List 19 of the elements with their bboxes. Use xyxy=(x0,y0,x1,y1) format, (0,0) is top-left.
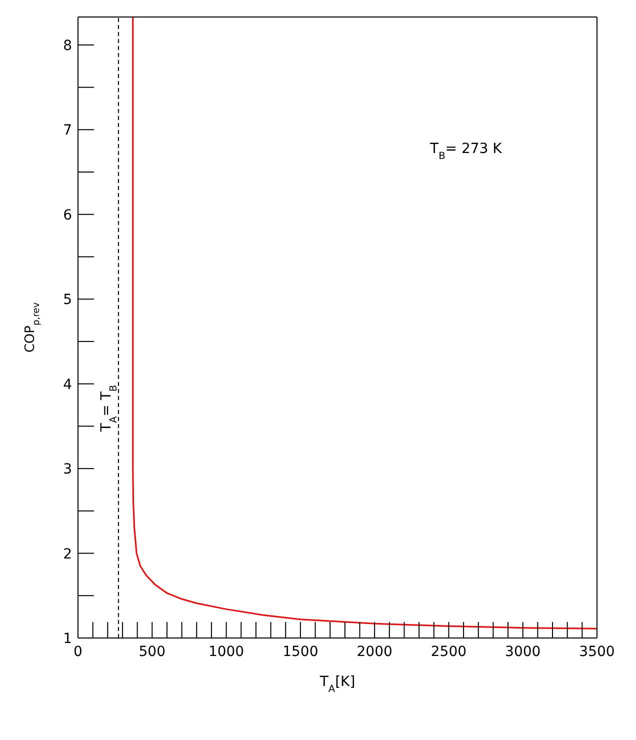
x-tick-label: 500 xyxy=(138,644,166,660)
annotation: T$_{B}$= 273 K xyxy=(429,141,503,162)
x-tick-label: 1500 xyxy=(282,644,318,660)
y-tick-label: 8 xyxy=(63,38,72,54)
x-tick-label: 3500 xyxy=(579,644,615,660)
x-tick-label: 2000 xyxy=(356,644,392,660)
y-tick-label: 1 xyxy=(63,631,72,647)
x-tick-label: 2500 xyxy=(430,644,467,660)
line-series xyxy=(132,17,597,630)
y-tick-label: 2 xyxy=(63,546,72,562)
x-axis-title: T$_{A}$[K] xyxy=(318,674,356,694)
y-tick-label: 6 xyxy=(63,207,72,224)
x-tick-label: 3000 xyxy=(505,644,541,660)
x-tick-label: 1000 xyxy=(208,644,244,660)
y-tick-label: 4 xyxy=(63,376,72,393)
y-tick-label: 5 xyxy=(63,292,72,308)
y-tick-label: 3 xyxy=(63,462,72,478)
x-tick-label: 0 xyxy=(74,644,82,660)
y-tick-label: 7 xyxy=(63,122,72,139)
